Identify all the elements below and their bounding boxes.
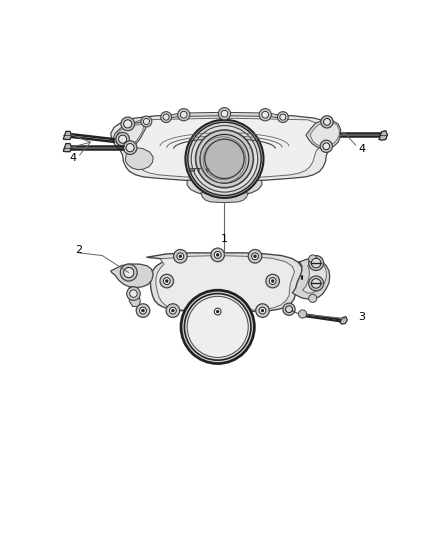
Circle shape	[160, 274, 173, 288]
Circle shape	[216, 310, 219, 313]
Circle shape	[214, 308, 221, 315]
Circle shape	[141, 309, 145, 312]
Circle shape	[256, 304, 269, 317]
Circle shape	[251, 253, 258, 260]
Circle shape	[124, 141, 137, 155]
Circle shape	[188, 122, 261, 196]
Polygon shape	[167, 112, 282, 118]
Circle shape	[181, 290, 254, 364]
Circle shape	[321, 116, 333, 128]
Circle shape	[200, 134, 249, 183]
Circle shape	[219, 108, 230, 120]
Polygon shape	[111, 115, 338, 182]
Polygon shape	[156, 256, 294, 311]
Polygon shape	[203, 311, 241, 326]
Circle shape	[178, 109, 190, 121]
Text: 2: 2	[75, 246, 82, 255]
Polygon shape	[63, 143, 72, 152]
Polygon shape	[201, 193, 248, 203]
Text: 1: 1	[221, 233, 228, 244]
Circle shape	[298, 310, 307, 318]
Circle shape	[254, 255, 256, 257]
Polygon shape	[303, 261, 326, 293]
Circle shape	[116, 132, 130, 146]
Circle shape	[163, 278, 170, 285]
Circle shape	[124, 268, 134, 278]
Circle shape	[309, 255, 317, 263]
Circle shape	[161, 111, 172, 123]
Polygon shape	[340, 317, 347, 324]
Circle shape	[166, 304, 180, 317]
Circle shape	[196, 130, 253, 188]
Circle shape	[309, 256, 324, 271]
Circle shape	[309, 276, 324, 291]
Circle shape	[259, 307, 266, 314]
Polygon shape	[306, 120, 341, 149]
Circle shape	[309, 294, 317, 302]
Polygon shape	[129, 287, 140, 306]
Circle shape	[180, 111, 187, 118]
Circle shape	[248, 249, 262, 263]
Circle shape	[141, 116, 152, 127]
Circle shape	[214, 252, 221, 259]
Polygon shape	[116, 124, 144, 148]
Circle shape	[259, 109, 271, 121]
Circle shape	[121, 117, 134, 131]
Circle shape	[311, 279, 321, 288]
Circle shape	[266, 274, 279, 288]
Circle shape	[211, 305, 224, 318]
Circle shape	[179, 255, 182, 257]
Circle shape	[177, 253, 184, 260]
Circle shape	[216, 254, 219, 256]
Circle shape	[311, 259, 321, 268]
Circle shape	[172, 309, 174, 312]
Polygon shape	[146, 253, 302, 312]
Circle shape	[286, 306, 293, 313]
Circle shape	[140, 307, 146, 314]
Circle shape	[173, 249, 187, 263]
Circle shape	[211, 248, 224, 262]
Circle shape	[170, 307, 176, 314]
Text: STT: STT	[189, 168, 202, 173]
Polygon shape	[113, 122, 146, 150]
Circle shape	[320, 140, 332, 152]
Circle shape	[277, 111, 288, 123]
Circle shape	[324, 118, 330, 125]
Text: 3: 3	[358, 312, 365, 322]
Circle shape	[280, 114, 286, 120]
Circle shape	[184, 294, 251, 360]
Text: 4: 4	[358, 144, 366, 154]
Circle shape	[163, 114, 169, 120]
Circle shape	[261, 309, 264, 312]
Circle shape	[323, 143, 330, 150]
Circle shape	[187, 296, 248, 358]
Circle shape	[130, 290, 137, 297]
Polygon shape	[187, 180, 262, 195]
Circle shape	[136, 304, 150, 317]
Polygon shape	[63, 131, 72, 140]
Circle shape	[119, 135, 127, 143]
Circle shape	[120, 264, 137, 281]
Circle shape	[127, 287, 140, 301]
Circle shape	[262, 111, 268, 118]
Circle shape	[143, 118, 149, 125]
Circle shape	[205, 139, 244, 179]
Circle shape	[124, 120, 132, 128]
Circle shape	[271, 280, 274, 282]
Circle shape	[185, 120, 264, 198]
Circle shape	[269, 278, 276, 285]
Polygon shape	[310, 123, 339, 146]
Circle shape	[166, 280, 168, 282]
Circle shape	[283, 303, 295, 316]
Polygon shape	[293, 259, 330, 299]
Circle shape	[221, 110, 228, 117]
Polygon shape	[379, 131, 387, 140]
Polygon shape	[125, 147, 153, 169]
Text: 4: 4	[70, 153, 77, 163]
Polygon shape	[123, 118, 326, 178]
Circle shape	[191, 126, 258, 192]
Polygon shape	[111, 264, 153, 287]
Circle shape	[126, 143, 134, 152]
